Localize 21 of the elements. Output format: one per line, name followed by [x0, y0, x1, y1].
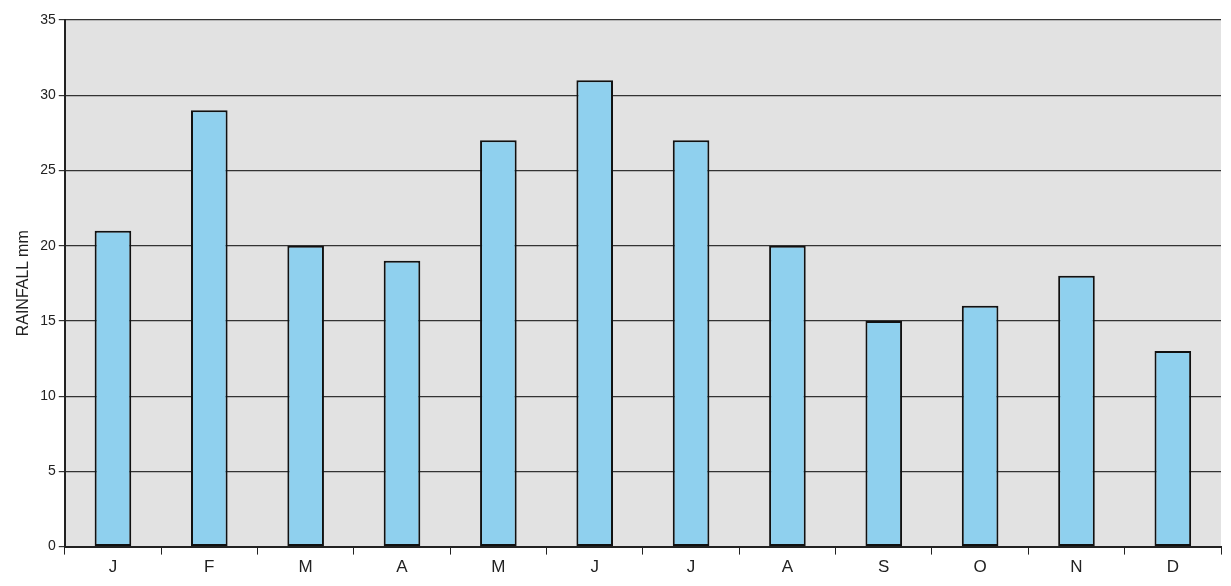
y-tick-label: 15	[40, 311, 56, 328]
y-tick-label: 35	[40, 10, 56, 27]
x-tick-label: D	[1166, 557, 1179, 577]
x-tick-label: A	[396, 557, 409, 577]
x-tick-label: J	[686, 557, 696, 577]
y-tick-label: 20	[40, 236, 56, 253]
x-tick-label: S	[878, 557, 890, 577]
y-tick-label: 25	[40, 161, 56, 178]
x-tick-label: A	[781, 557, 794, 577]
x-tick-label: J	[108, 557, 118, 577]
y-tick-label: 0	[47, 537, 56, 554]
x-tick-label: O	[973, 557, 987, 577]
y-tick-label: 10	[40, 387, 56, 403]
x-tick-label: M	[491, 557, 506, 577]
x-tick-label: M	[298, 557, 313, 577]
y-axis-title: RAINFALL mm	[14, 230, 32, 337]
x-tick-label: F	[204, 557, 215, 577]
y-tick-label: 5	[47, 462, 56, 479]
y-tick-label: 30	[40, 86, 56, 103]
x-tick-label: N	[1070, 557, 1083, 577]
x-tick-label: J	[590, 557, 599, 577]
